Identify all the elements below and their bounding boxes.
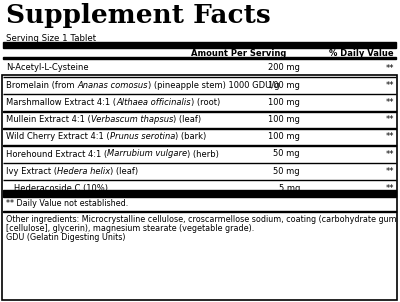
Text: 100 mg: 100 mg	[268, 98, 300, 107]
Text: **: **	[386, 81, 394, 90]
Text: Amount Per Serving: Amount Per Serving	[191, 49, 286, 58]
Text: Ananas comosus: Ananas comosus	[77, 81, 148, 90]
Text: Mullein Extract 4:1 (: Mullein Extract 4:1 (	[6, 115, 91, 124]
Text: Serving Size 1 Tablet: Serving Size 1 Tablet	[6, 34, 96, 43]
Text: **: **	[386, 149, 394, 159]
Text: Ivy Extract (: Ivy Extract (	[6, 167, 57, 176]
Text: GDU (Gelatin Digesting Units): GDU (Gelatin Digesting Units)	[6, 233, 126, 242]
Text: **: **	[386, 63, 394, 72]
Bar	[3, 162, 396, 163]
Text: Wild Cherry Extract 4:1 (: Wild Cherry Extract 4:1 (	[6, 132, 110, 141]
Text: 50 mg: 50 mg	[273, 149, 300, 159]
Bar	[3, 211, 396, 212]
Text: ** Daily Value not established.: ** Daily Value not established.	[6, 199, 128, 207]
Text: Althaea officinalis: Althaea officinalis	[116, 98, 191, 107]
Bar	[3, 41, 396, 48]
Text: **: **	[386, 184, 394, 193]
Text: Marshmallow Extract 4:1 (: Marshmallow Extract 4:1 (	[6, 98, 116, 107]
Text: **: **	[386, 167, 394, 176]
Text: Marrubium vulgare: Marrubium vulgare	[107, 149, 187, 159]
Text: 100 mg: 100 mg	[268, 132, 300, 141]
Text: **: **	[386, 98, 394, 107]
Text: ) (pineapple stem) 1000 GDU/g: ) (pineapple stem) 1000 GDU/g	[148, 81, 279, 90]
Text: **: **	[386, 132, 394, 141]
Text: 100 mg: 100 mg	[268, 115, 300, 124]
Bar	[3, 128, 396, 129]
Text: ) (herb): ) (herb)	[187, 149, 219, 159]
Text: ) (bark): ) (bark)	[175, 132, 206, 141]
Text: ) (leaf): ) (leaf)	[173, 115, 201, 124]
Text: Other ingredients: Microcrystalline cellulose, croscarmellose sodium, coating (c: Other ingredients: Microcrystalline cell…	[6, 215, 397, 223]
Text: N-Acetyl-L-Cysteine: N-Acetyl-L-Cysteine	[6, 63, 89, 72]
Text: Prunus serotina: Prunus serotina	[110, 132, 175, 141]
Text: ) (leaf): ) (leaf)	[110, 167, 138, 176]
Text: Verbascum thapsus: Verbascum thapsus	[91, 115, 173, 124]
Text: **: **	[386, 115, 394, 124]
Bar	[3, 94, 396, 95]
Text: Hederacoside C (10%): Hederacoside C (10%)	[6, 184, 108, 193]
Bar	[2, 75, 397, 300]
Text: 5 mg: 5 mg	[279, 184, 300, 193]
Bar	[3, 145, 396, 146]
Text: Supplement Facts: Supplement Facts	[6, 3, 271, 28]
Text: 200 mg: 200 mg	[268, 63, 300, 72]
Bar	[3, 76, 396, 77]
Text: Horehound Extract 4:1 (: Horehound Extract 4:1 (	[6, 149, 107, 159]
Text: Bromelain (from: Bromelain (from	[6, 81, 77, 90]
Text: [cellulose], glycerin), magnesium stearate (vegetable grade).: [cellulose], glycerin), magnesium steara…	[6, 223, 254, 233]
Bar	[3, 57, 396, 59]
Text: 50 mg: 50 mg	[273, 167, 300, 176]
Bar	[3, 190, 396, 197]
Text: Hedera helix: Hedera helix	[57, 167, 110, 176]
Text: % Daily Value: % Daily Value	[329, 49, 394, 58]
Text: 100 mg: 100 mg	[268, 81, 300, 90]
Bar	[3, 111, 396, 112]
Text: ) (root): ) (root)	[191, 98, 220, 107]
